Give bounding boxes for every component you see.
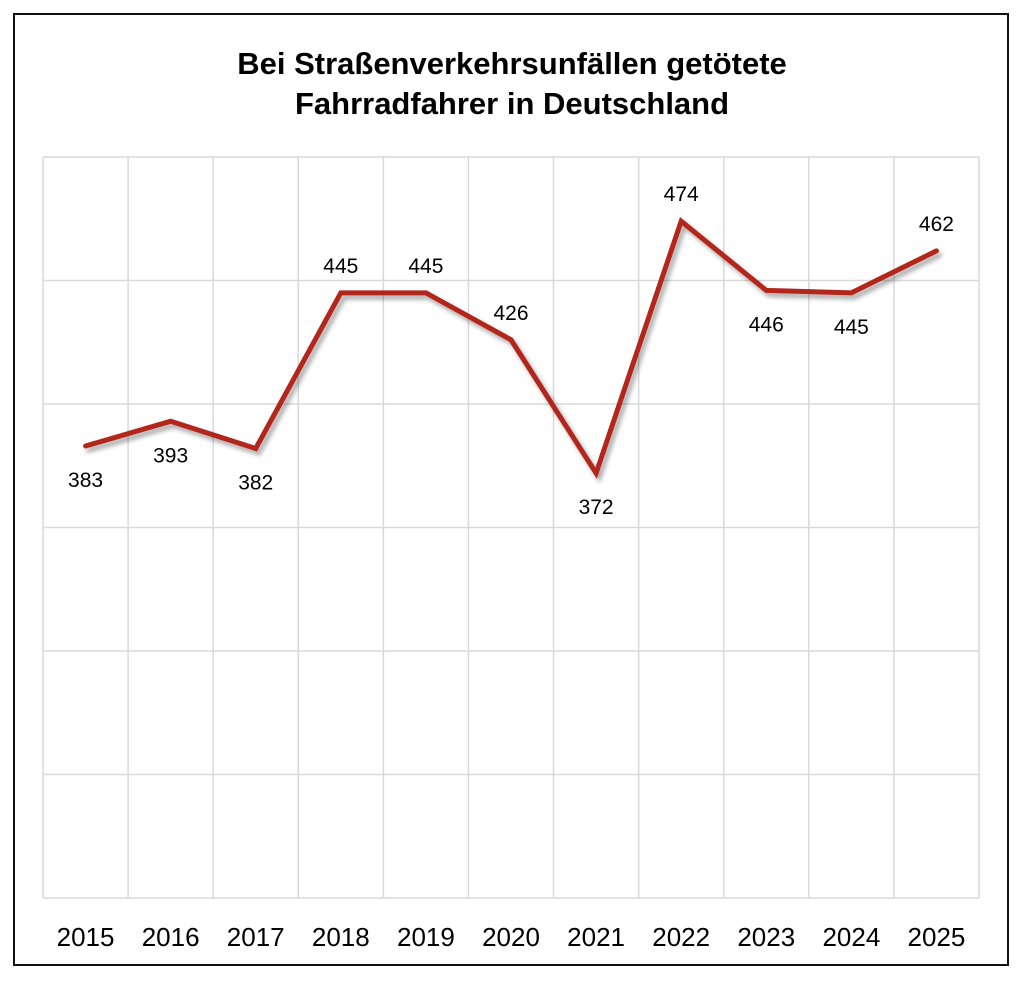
x-tick-label: 2017 — [227, 922, 285, 952]
x-tick-label: 2022 — [652, 922, 710, 952]
data-label: 372 — [579, 496, 614, 519]
data-label: 382 — [238, 471, 273, 494]
data-label: 446 — [749, 313, 784, 336]
chart-frame — [13, 13, 1009, 966]
x-tick-label: 2024 — [822, 922, 880, 952]
x-tick-label: 2023 — [737, 922, 795, 952]
series-line — [83, 217, 939, 479]
x-tick-label: 2025 — [908, 922, 966, 952]
series — [83, 217, 939, 479]
x-tick-label: 2016 — [142, 922, 200, 952]
grid — [42, 156, 980, 899]
data-labels: 383 393 382 445 445 426 372 474 446 445 462 — [68, 183, 954, 519]
x-tick-label: 2021 — [567, 922, 625, 952]
x-tick-label: 2015 — [57, 922, 115, 952]
x-tick-label: 2019 — [397, 922, 455, 952]
data-label: 383 — [68, 469, 103, 492]
chart-title-line-1: Bei Straßenverkehrsunfällen getötete — [237, 46, 787, 81]
x-tick-label: 2018 — [312, 922, 370, 952]
data-label: 462 — [919, 213, 954, 236]
x-tick-label: 2020 — [482, 922, 540, 952]
data-label: 445 — [323, 255, 358, 278]
data-label: 474 — [664, 183, 699, 206]
data-label: 426 — [493, 302, 528, 325]
chart-title-line-2: Fahrradfahrer in Deutschland — [295, 86, 729, 121]
data-label: 445 — [834, 316, 869, 339]
data-label: 393 — [153, 444, 188, 467]
x-axis-ticks: 2015 2016 2017 2018 2019 2020 2021 2022 2023 2024… — [57, 922, 966, 952]
data-label: 445 — [408, 255, 443, 278]
